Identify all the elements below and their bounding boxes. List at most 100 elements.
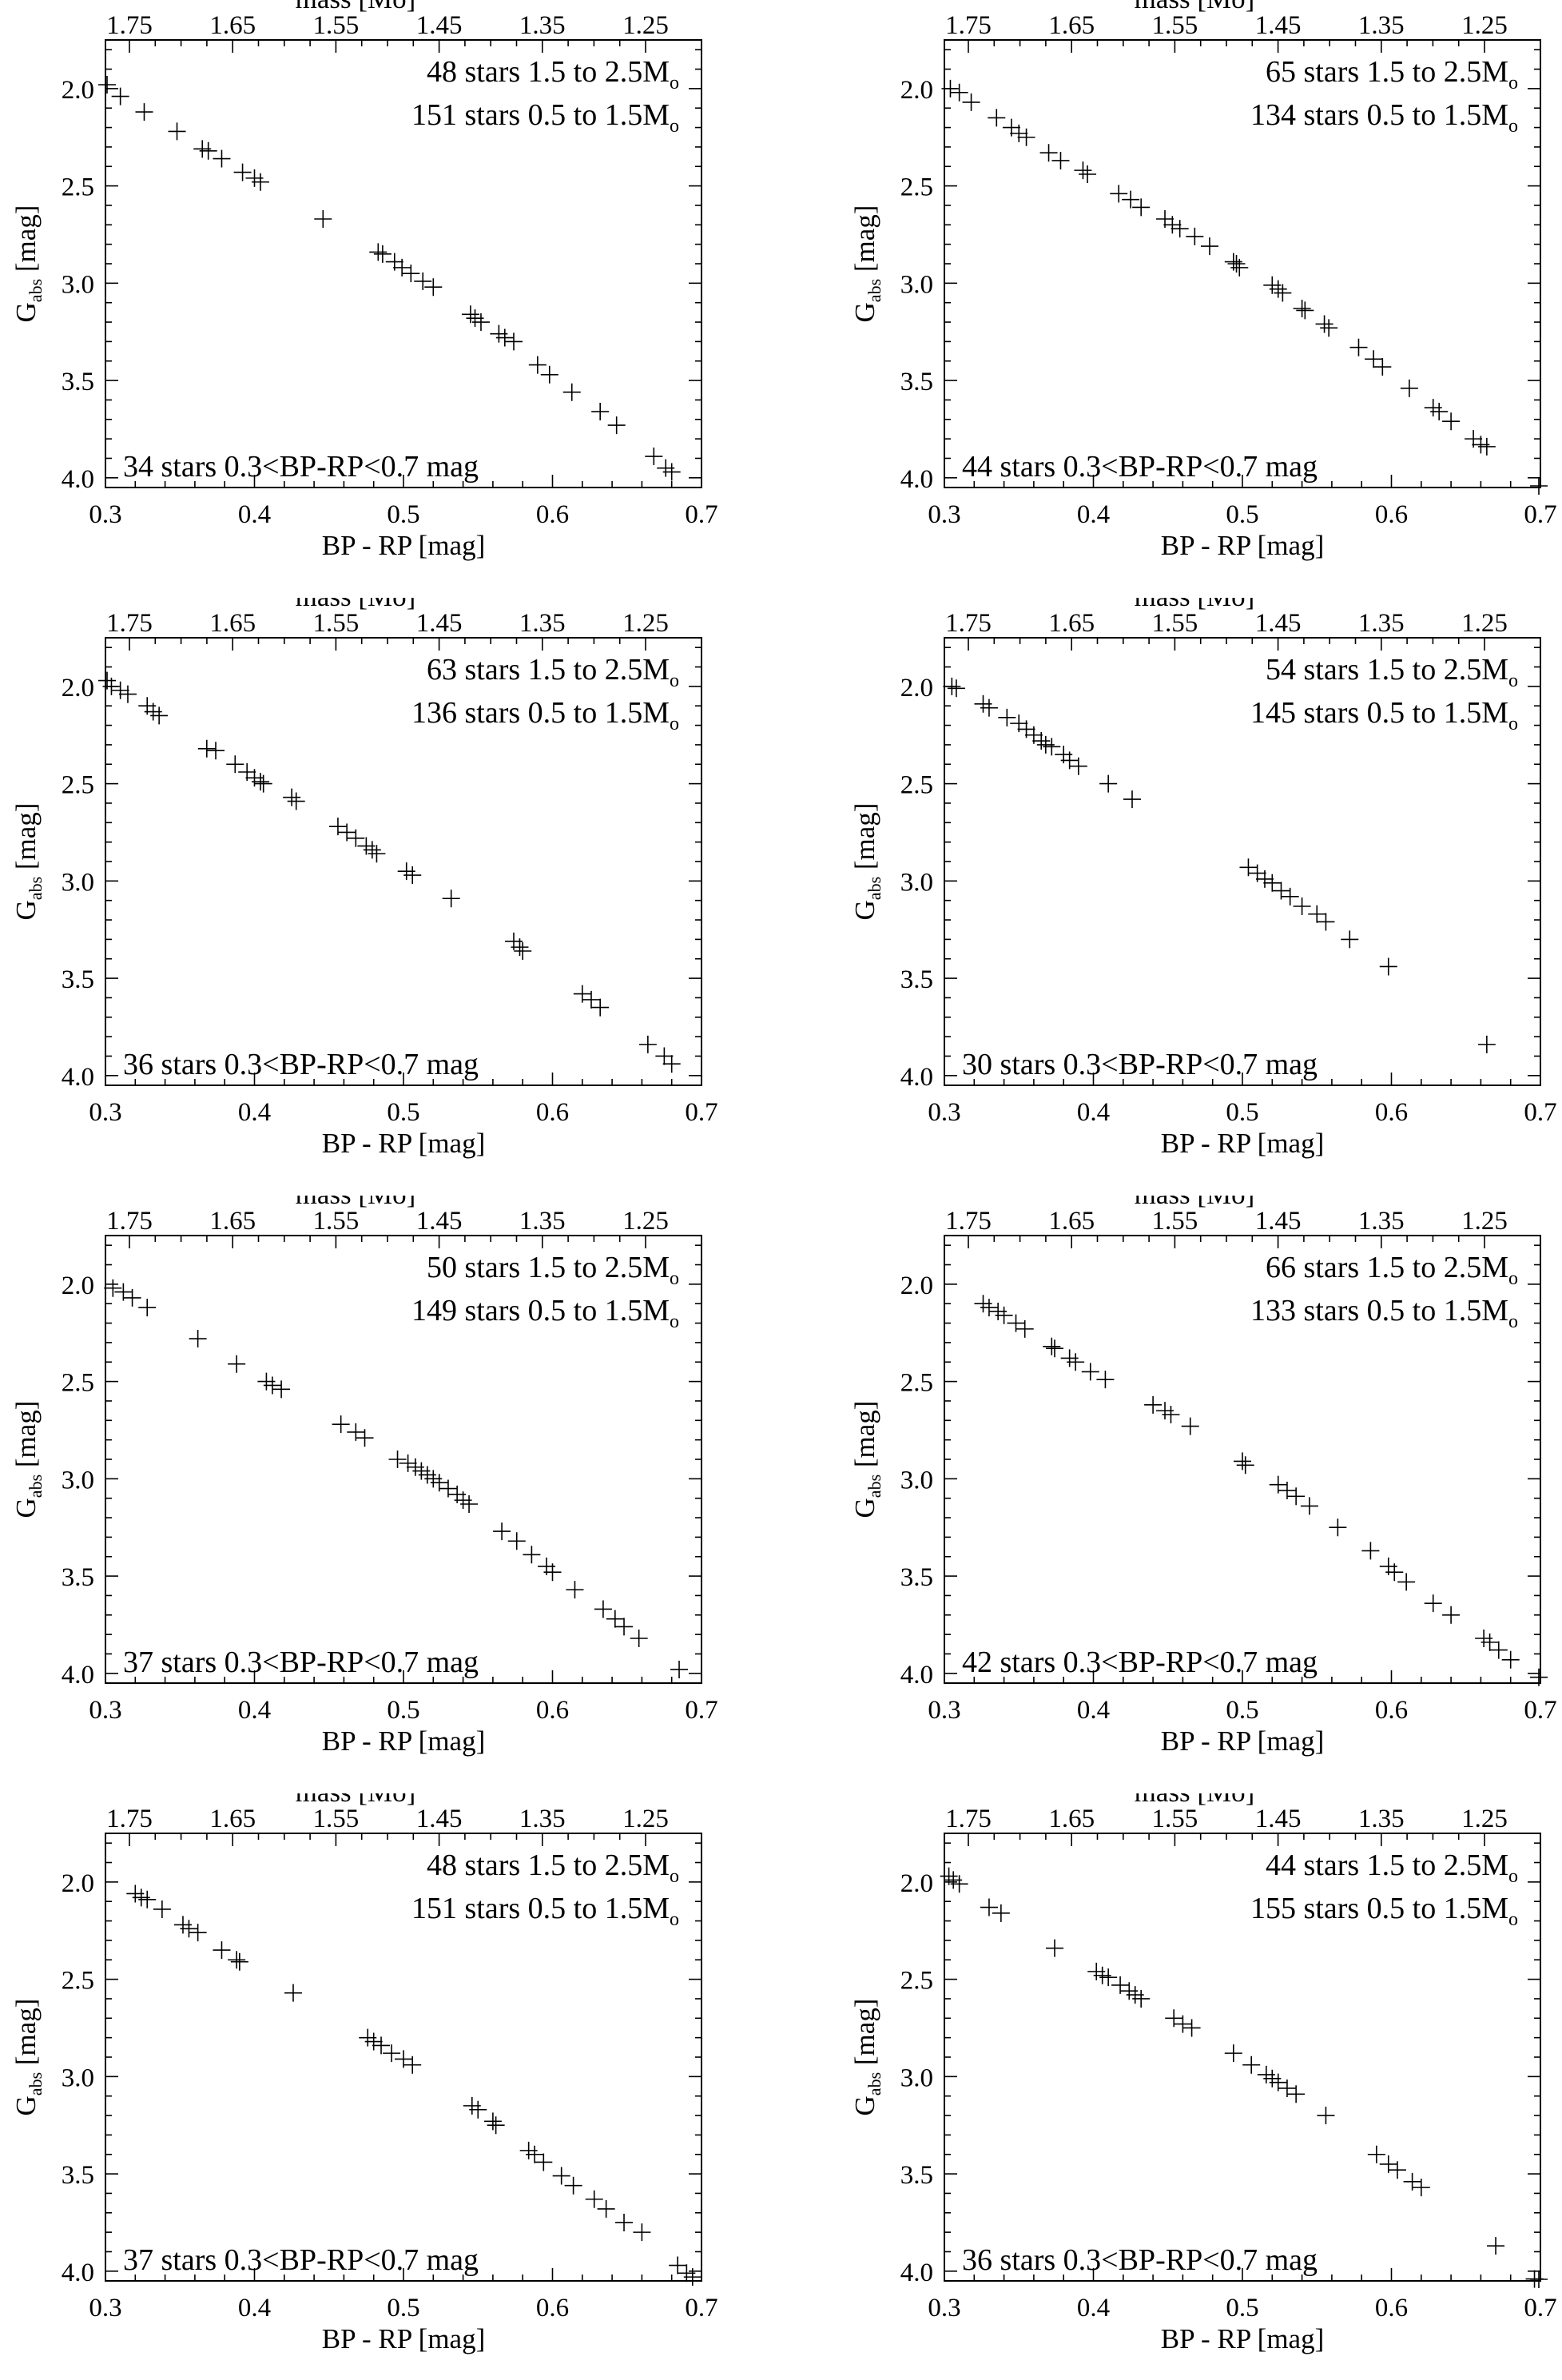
star-point (104, 1279, 122, 1297)
star-point (1007, 1314, 1025, 1332)
x-tick-label: 0.5 (1226, 1098, 1258, 1127)
y-tick-label: 2.0 (900, 1272, 933, 1300)
star-point (1293, 897, 1311, 915)
star-point (460, 1495, 479, 1513)
star-point (540, 365, 558, 384)
star-point (1236, 1456, 1254, 1475)
mass-tick-label: 1.65 (209, 1207, 256, 1236)
x-tick-label: 0.7 (685, 1098, 717, 1127)
star-point (645, 448, 663, 466)
annotation-count-1: 50 stars 1.5 to 2.5Mo (427, 1251, 679, 1289)
chart-svg: 0.3 0.4 0.5 0.6 0.7 1.75 1.65 1.55 1.45 1.35 1.25 2… (10, 598, 718, 1159)
star-point (487, 2116, 505, 2135)
star-point (228, 1355, 246, 1373)
x-axis-label: BP - RP [mag] (322, 1725, 486, 1757)
mass-tick-label: 1.45 (1255, 1805, 1302, 1833)
chart-svg: 0.3 0.4 0.5 0.6 0.7 1.75 1.65 1.55 1.45 1.35 1.25 2… (10, 0, 718, 561)
y-tick-label: 3.5 (62, 368, 94, 396)
star-point (591, 998, 610, 1017)
star-point (992, 1904, 1010, 1922)
star-point (495, 328, 514, 347)
x-tick-label: 0.6 (536, 500, 569, 529)
y-tick-label: 2.5 (900, 173, 933, 202)
star-point (402, 265, 420, 283)
star-point (469, 2100, 487, 2119)
star-point (528, 356, 547, 374)
star-point (372, 2036, 391, 2055)
star-point (338, 823, 356, 842)
annotation-count-1: 44 stars 1.5 to 2.5Mo (1266, 1849, 1518, 1887)
star-point (153, 1900, 171, 1918)
star-point (638, 1035, 657, 1053)
star-point (591, 403, 610, 421)
mass-tick-label: 1.35 (519, 609, 566, 638)
star-point (332, 1415, 350, 1434)
annotation-color-range: 30 stars 0.3<BP-RP<0.7 mag (962, 1048, 1318, 1081)
star-point (1269, 2073, 1287, 2091)
star-point (1081, 1363, 1099, 1381)
star-point (483, 2112, 502, 2131)
annotation-color-range: 34 stars 0.3<BP-RP<0.7 mag (123, 450, 479, 484)
y-tick-label: 3.5 (62, 2161, 94, 2190)
x-tick-label: 0.7 (1524, 500, 1556, 529)
x-tick-label: 0.3 (89, 2294, 121, 2322)
star-point (1385, 1563, 1404, 1582)
star-point (514, 942, 532, 960)
x-tick-label: 0.4 (238, 1098, 271, 1127)
x-tick-label: 0.6 (536, 2294, 569, 2322)
star-point (594, 1600, 612, 1618)
star-point (254, 774, 272, 793)
star-point (1365, 350, 1383, 368)
y-tick-label: 2.0 (900, 674, 933, 702)
annotation-count-1: 48 stars 1.5 to 2.5Mo (427, 1849, 679, 1887)
star-point (1329, 1518, 1347, 1537)
star-point (1388, 2161, 1406, 2179)
chart-svg: 0.3 0.4 0.5 0.6 0.7 1.75 1.65 1.55 1.45 1.35 1.25 2… (10, 1793, 718, 2354)
star-markers (98, 671, 681, 1073)
y-tick-label: 2.0 (62, 674, 94, 702)
star-point (998, 708, 1016, 726)
star-point (1043, 738, 1061, 756)
y-tick-label: 3.0 (900, 2064, 933, 2092)
x-tick-label: 0.5 (387, 1098, 419, 1127)
star-point (230, 1952, 248, 1971)
annotation-count-1: 48 stars 1.5 to 2.5Mo (427, 55, 679, 94)
star-point (123, 1288, 141, 1307)
y-axis-label: Gabs [mag] (849, 1401, 884, 1518)
star-point (1442, 1606, 1461, 1624)
star-point (189, 1330, 207, 1348)
star-point (284, 1984, 302, 2002)
mass-axis-label: mass [Mo] (296, 1196, 416, 1210)
x-tick-label: 0.3 (928, 500, 960, 529)
chart-svg: 0.3 0.4 0.5 0.6 0.7 1.75 1.65 1.55 1.45 1.35 1.25 2… (849, 1793, 1557, 2354)
mass-tick-label: 1.35 (1358, 1207, 1405, 1236)
x-tick-label: 0.4 (1077, 500, 1110, 529)
star-point (1224, 2044, 1242, 2063)
mass-axis-label: mass [Mo] (1135, 1793, 1255, 1808)
star-point (1412, 2179, 1430, 2197)
star-point (1096, 1371, 1115, 1389)
x-tick-label: 0.5 (1226, 500, 1258, 529)
y-tick-label: 3.0 (62, 2064, 94, 2092)
star-point (347, 829, 365, 847)
y-tick-label: 3.5 (900, 368, 933, 396)
star-point (1430, 403, 1449, 421)
star-point (138, 1890, 157, 1908)
x-tick-label: 0.7 (685, 500, 717, 529)
chart-panel-4: 0.3 0.4 0.5 0.6 0.7 1.75 1.65 1.55 1.45 1.35 1.25 2… (839, 598, 1562, 1197)
mass-axis-label: mass [Mo] (296, 1793, 416, 1808)
mass-tick-label: 1.35 (1358, 1805, 1405, 1833)
mass-axis-label: mass [Mo] (1135, 598, 1255, 612)
y-axis-label: Gabs [mag] (10, 205, 46, 323)
star-point (1373, 358, 1392, 376)
star-point (114, 1283, 133, 1301)
y-tick-label: 2.5 (62, 1369, 94, 1398)
star-point (1132, 1989, 1151, 2008)
star-point (1010, 124, 1028, 142)
chart-panel-3: 0.3 0.4 0.5 0.6 0.7 1.75 1.65 1.55 1.45 1.35 1.25 2… (0, 598, 783, 1197)
chart-panel-7: 0.3 0.4 0.5 0.6 0.7 1.75 1.65 1.55 1.45 1.35 1.25 2… (0, 1793, 783, 2380)
star-point (995, 1306, 1013, 1324)
y-tick-label: 3.0 (900, 1466, 933, 1494)
annotation-color-range: 36 stars 0.3<BP-RP<0.7 mag (962, 2243, 1318, 2277)
x-tick-label: 0.5 (387, 2294, 419, 2322)
